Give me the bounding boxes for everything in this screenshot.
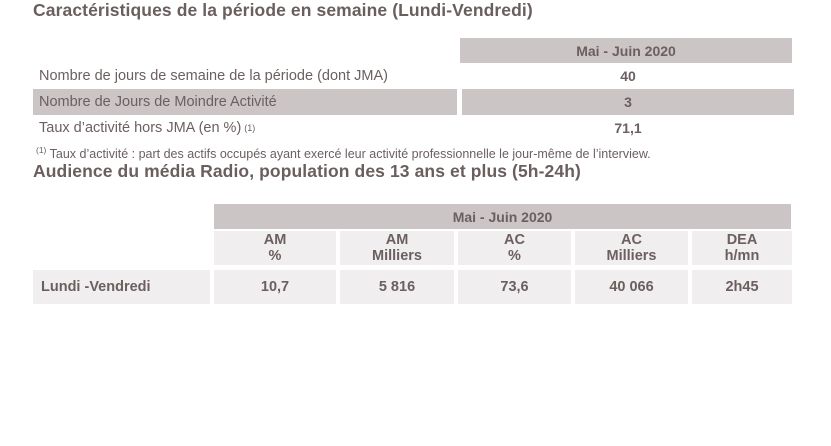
cell-am-milliers: 5 816 [340,270,454,305]
cell-ac-pct: 73,6 [458,270,571,305]
column-header-line1: AM [385,232,409,249]
column-header-am-pct: AM % [214,231,336,266]
audience-table-period-header: Mai - Juin 2020 [214,204,791,230]
periode-table: Mai - Juin 2020 Nombre de jours de semai… [33,38,831,141]
row-label-text: Taux d’activité hors JMA (en %) [39,120,242,136]
footnote-marker: (1) [36,145,47,155]
periode-table-header-row: Mai - Juin 2020 [33,38,831,63]
column-header-line1: AC [621,232,642,249]
row-label: Nombre de Jours de Moindre Activité [33,89,457,115]
table-row: Lundi -Vendredi 10,7 5 816 73,6 40 066 2… [33,270,831,305]
column-header-am-milliers: AM Milliers [340,231,454,266]
cell-dea: 2h45 [692,270,792,305]
row-value: 71,1 [614,120,642,136]
audience-table-colhead-spacer [33,231,210,265]
table-row: Taux d’activité hors JMA (en %) (1) 71,1 [33,115,831,141]
audience-table-column-header-row: AM % AM Milliers AC % AC Milliers DEA h/… [33,231,831,266]
column-header-line2: h/mn [724,248,760,265]
column-header-line2: Milliers [606,248,657,265]
column-header-line2: Milliers [372,248,422,265]
row-value: 40 [620,68,636,84]
row-value: 3 [462,89,794,115]
table-row: Nombre de Jours de Moindre Activité 3 [33,89,831,115]
row-label: Nombre de jours de semaine de la période… [39,68,388,84]
audience-table-header-spacer [33,204,214,229]
column-header-line1: AC [504,232,525,249]
audience-table: Mai - Juin 2020 AM % AM Milliers AC % AC… [33,204,831,305]
periode-table-period-header: Mai - Juin 2020 [460,38,792,63]
section2-title: Audience du média Radio, population des … [33,161,581,182]
column-header-line2: % [268,248,282,265]
column-header-line2: % [508,248,521,265]
column-header-ac-milliers: AC Milliers [575,231,688,266]
table-row: Nombre de jours de semaine de la période… [33,63,831,89]
column-header-line1: AM [263,232,287,249]
section1-title: Caractéristiques de la période en semain… [33,0,533,20]
row-label: Taux d’activité hors JMA (en %) (1) [39,120,256,136]
column-header-ac-pct: AC % [458,231,571,266]
cell-ac-milliers: 40 066 [575,270,688,305]
footnote-text: Taux d’activité : part des actifs occupé… [49,147,651,162]
column-header-line1: DEA [726,232,758,249]
row-label: Lundi -Vendredi [33,270,210,305]
audience-table-period-row: Mai - Juin 2020 [33,204,831,230]
footnote: (1) Taux d’activité : part des actifs oc… [36,145,831,161]
column-header-dea: DEA h/mn [692,231,792,266]
cell-am-pct: 10,7 [214,270,336,305]
